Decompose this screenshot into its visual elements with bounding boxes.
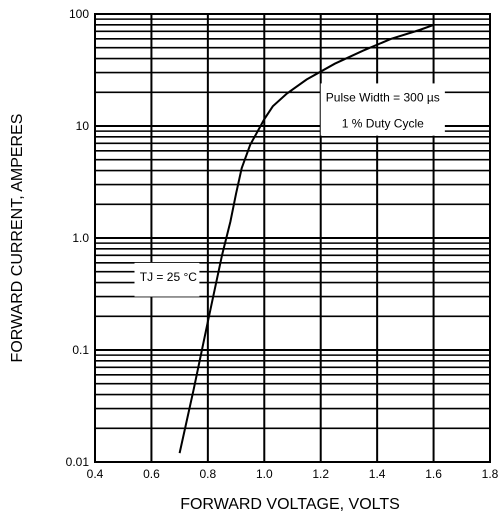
annotation-text: Pulse Width = 300 µs	[326, 90, 440, 104]
x-tick-label: 1.8	[482, 467, 499, 481]
x-axis-label: FORWARD VOLTAGE, VOLTS	[180, 496, 400, 513]
x-tick-label: 1.2	[312, 467, 329, 481]
y-tick-label: 0.01	[66, 455, 90, 469]
annotations: Pulse Width = 300 µs 1 % Duty Cycle TJ = 2…	[134, 83, 445, 297]
annotation-text: 1 % Duty Cycle	[342, 117, 424, 131]
grid-lines	[94, 13, 491, 463]
x-tick-labels: 0.4 0.6 0.8 1.0 1.2 1.4 1.6 1.8	[87, 467, 499, 481]
annotation-box	[320, 83, 445, 136]
series-curve	[178, 23, 434, 454]
x-tick-label: 1.6	[425, 467, 442, 481]
plot-frame	[94, 13, 491, 463]
y-tick-label: 1.0	[72, 231, 89, 245]
x-tick-label: 1.0	[256, 467, 273, 481]
x-tick-label: 0.8	[200, 467, 217, 481]
annotation-box	[134, 262, 200, 297]
y-axis-label: FORWARD CURRENT, AMPERES	[9, 114, 26, 363]
y-tick-labels: 0.01 0.1 1.0 10 100	[66, 7, 90, 469]
y-tick-label: 0.1	[72, 343, 89, 357]
y-tick-label: 10	[76, 119, 90, 133]
y-tick-label: 100	[69, 7, 89, 21]
annotation-text: TJ = 25 °C	[140, 270, 197, 284]
x-tick-label: 0.6	[143, 467, 160, 481]
x-tick-label: 1.4	[369, 467, 386, 481]
x-tick-label: 0.4	[87, 467, 104, 481]
